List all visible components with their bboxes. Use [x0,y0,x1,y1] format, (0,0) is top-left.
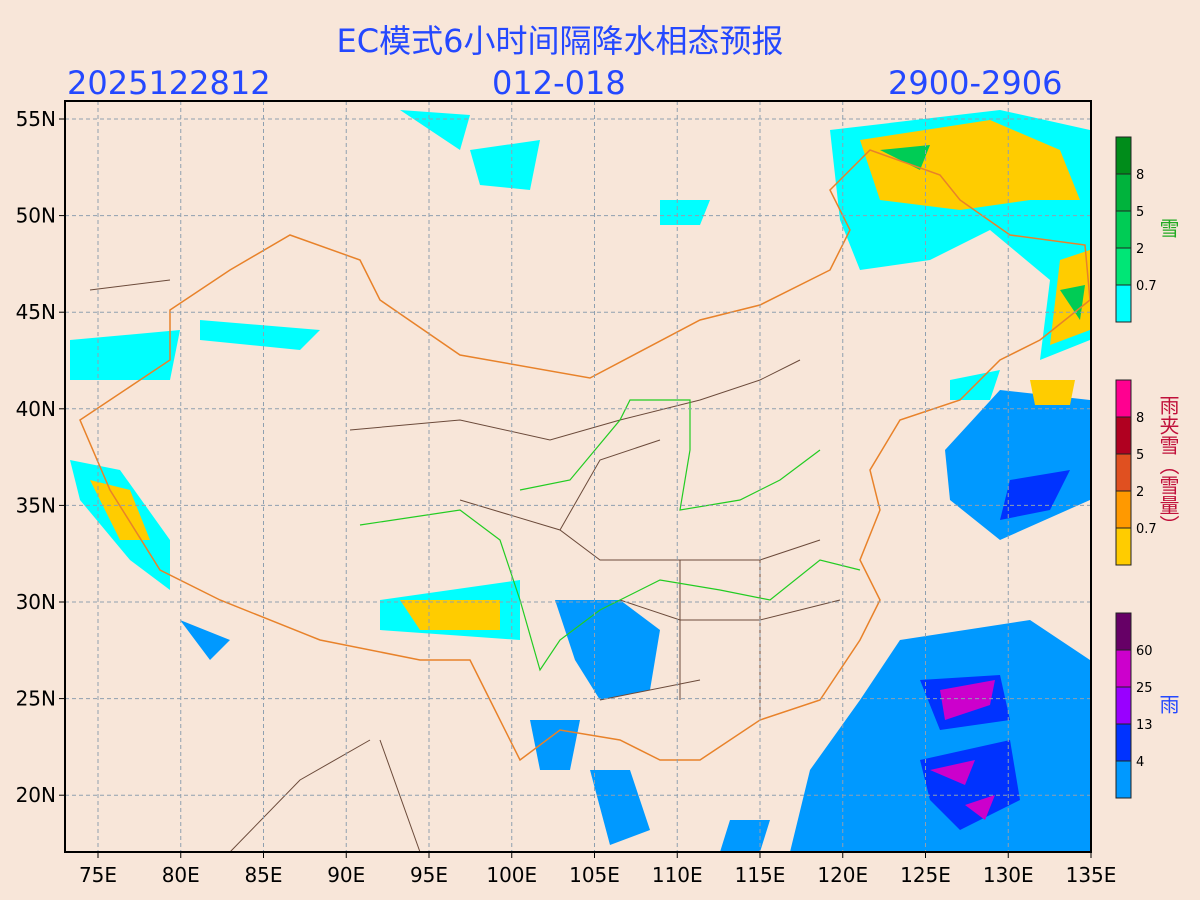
sleet-colorbar: 0.7 2 5 8 雨夹雪（雪量） [1115,379,1180,566]
lon-tick-label: 90E [327,863,365,887]
sleet-tick-label: 5 [1136,448,1144,463]
rain-tick-label: 13 [1136,718,1153,733]
rain-colorbar: 4 13 25 60 雨 [1115,612,1180,799]
snow-colorbar: 0.7 2 5 8 雪 [1115,136,1180,323]
init-time: 2025122812 [67,64,271,102]
snow-color-swatch [1115,284,1132,323]
lon-tick-label: 130E [983,863,1034,887]
lon-tick-label: 85E [244,863,282,887]
snow-tick-label: 2 [1136,242,1144,257]
lon-tick-label: 120E [817,863,868,887]
sleet-areas [90,120,1090,630]
rain-legend-label: 雨 [1156,694,1180,714]
lon-tick-label: 75E [79,863,117,887]
lat-tick-label: 45N [16,300,56,324]
sleet-tick-label: 0.7 [1136,522,1157,537]
lat-tick-label: 20N [16,783,56,807]
very-heavy-rain-areas [930,680,995,820]
lat-tick-label: 30N [16,590,56,614]
lon-tick-label: 135E [1066,863,1117,887]
lon-tick-label: 125E [900,863,951,887]
sleet-color-swatch [1115,527,1132,566]
lon-tick-label: 80E [162,863,200,887]
snow-tick-label: 5 [1136,205,1144,220]
map-title: EC模式6小时间隔降水相态预报 [336,22,784,60]
sleet-legend-label: 雨夹雪（雪量） [1156,395,1180,535]
sleet-tick-label: 2 [1136,485,1144,500]
forecast-hours: 012-018 [492,64,626,102]
lon-tick-label: 95E [410,863,448,887]
moderate-snow-areas [880,145,1085,320]
rain-color-swatch [1115,723,1132,762]
lat-tick-label: 25N [16,687,56,711]
grid [65,101,1091,852]
rain-tick-label: 25 [1136,681,1153,696]
lon-tick-label: 110E [652,863,703,887]
rain-color-swatch [1115,760,1132,799]
sleet-color-swatch [1115,416,1132,455]
snow-legend-label: 雪 [1156,218,1180,238]
snow-tick-label: 8 [1136,168,1144,183]
rain-color-swatch [1115,686,1132,725]
sleet-tick-label: 8 [1136,411,1144,426]
sleet-color-swatch [1115,490,1132,529]
snow-color-swatch [1115,247,1132,286]
lat-tick-label: 55N [16,107,56,131]
snow-color-swatch [1115,210,1132,249]
lon-tick-label: 105E [569,863,620,887]
lat-tick-label: 35N [16,493,56,517]
lon-tick-label: 100E [486,863,537,887]
snow-color-swatch [1115,136,1132,175]
rain-tick-label: 60 [1136,644,1153,659]
snow-color-swatch [1115,173,1132,212]
sleet-color-swatch [1115,379,1132,418]
rain-color-swatch [1115,649,1132,688]
sleet-color-swatch [1115,453,1132,492]
map-frame [64,100,1092,853]
provincial-borders [89,279,841,852]
valid-time: 2900-2906 [888,64,1063,102]
lon-tick-label: 115E [735,863,786,887]
rivers [359,399,861,672]
rain-tick-label: 4 [1136,755,1144,770]
lat-tick-label: 40N [16,397,56,421]
snow-tick-label: 0.7 [1136,279,1157,294]
rain-color-swatch [1115,612,1132,651]
national-border [79,149,1091,762]
lat-tick-label: 50N [16,204,56,228]
